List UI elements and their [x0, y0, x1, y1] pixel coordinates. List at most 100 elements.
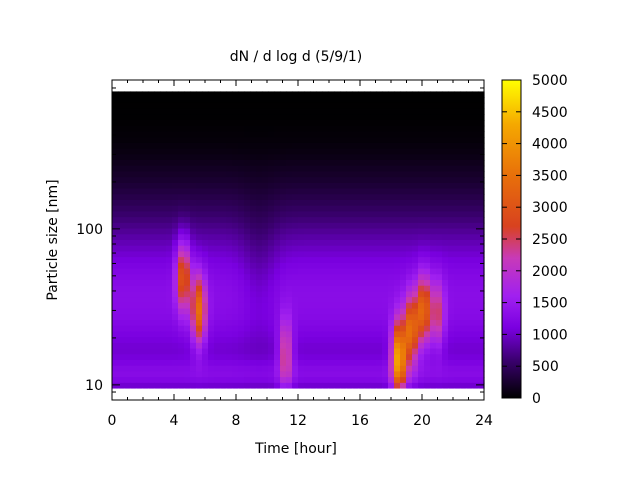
- heatmap-cell: [232, 165, 239, 173]
- heatmap-cell: [256, 142, 263, 150]
- heatmap-cell: [448, 382, 455, 390]
- heatmap-cell: [214, 365, 221, 373]
- heatmap-cell: [466, 314, 473, 321]
- heatmap-cell: [328, 388, 335, 395]
- heatmap-cell: [130, 251, 137, 258]
- heatmap-cell: [286, 245, 293, 253]
- heatmap-cell: [454, 125, 461, 133]
- heatmap-cell: [394, 388, 401, 395]
- heatmap-cell: [130, 325, 137, 333]
- heatmap-cell: [112, 137, 119, 144]
- heatmap-cell: [322, 377, 329, 384]
- heatmap-cell: [430, 177, 437, 184]
- heatmap-cell: [346, 97, 353, 104]
- heatmap-cell: [382, 137, 389, 144]
- heatmap-cell: [412, 320, 419, 327]
- heatmap-cell: [322, 137, 329, 144]
- heatmap-cell: [310, 342, 317, 350]
- heatmap-cell: [208, 325, 215, 333]
- heatmap-cell: [364, 285, 371, 293]
- heatmap-cell: [406, 194, 413, 201]
- heatmap-cell: [394, 297, 401, 304]
- heatmap-cell: [280, 360, 287, 367]
- heatmap-cell: [286, 142, 293, 150]
- heatmap-cell: [244, 154, 251, 161]
- heatmap-cell: [400, 348, 407, 355]
- heatmap-cell: [286, 177, 293, 184]
- heatmap-cell: [328, 217, 335, 224]
- heatmap-cell: [448, 268, 455, 275]
- heatmap-cell: [256, 177, 263, 184]
- heatmap-cell: [298, 342, 305, 350]
- heatmap-cell: [406, 274, 413, 281]
- heatmap-cell: [112, 320, 119, 327]
- heatmap-cell: [136, 291, 143, 298]
- heatmap-cell: [316, 382, 323, 390]
- heatmap-cell: [232, 308, 239, 315]
- heatmap-cell: [220, 240, 227, 247]
- heatmap-cell: [244, 274, 251, 281]
- heatmap-cell: [280, 165, 287, 173]
- heatmap-cell: [466, 188, 473, 195]
- heatmap-cell: [436, 188, 443, 195]
- heatmap-cell: [274, 257, 281, 264]
- heatmap-cell: [400, 320, 407, 327]
- heatmap-cell: [208, 177, 215, 184]
- heatmap-cell: [226, 285, 233, 293]
- heatmap-cell: [202, 182, 209, 190]
- heatmap-cell: [442, 320, 449, 327]
- heatmap-cell: [394, 285, 401, 293]
- heatmap-cell: [310, 222, 317, 230]
- heatmap-cell: [388, 217, 395, 224]
- heatmap-cell: [208, 360, 215, 367]
- heatmap-cell: [322, 291, 329, 298]
- heatmap-cell: [178, 108, 185, 115]
- heatmap-cell: [352, 108, 359, 115]
- heatmap-cell: [454, 394, 461, 401]
- heatmap-cell: [472, 154, 479, 161]
- heatmap-cell: [388, 262, 395, 270]
- heatmap-cell: [166, 354, 173, 361]
- heatmap-cell: [280, 257, 287, 264]
- heatmap-cell: [436, 160, 443, 167]
- heatmap-cell: [190, 360, 197, 367]
- heatmap-cell: [406, 177, 413, 184]
- heatmap-cell: [460, 85, 467, 93]
- heatmap-cell: [304, 160, 311, 167]
- heatmap-cell: [460, 342, 467, 350]
- colorbar-tick-label: 500: [532, 359, 559, 375]
- heatmap-cell: [352, 291, 359, 298]
- heatmap-cell: [304, 337, 311, 344]
- heatmap-cell: [232, 228, 239, 235]
- heatmap-cell: [280, 234, 287, 241]
- heatmap-cell: [322, 200, 329, 207]
- heatmap-cell: [244, 302, 251, 310]
- heatmap-cell: [112, 354, 119, 361]
- heatmap-cell: [472, 108, 479, 115]
- heatmap-cell: [394, 274, 401, 281]
- heatmap-cell: [178, 148, 185, 155]
- heatmap-cell: [268, 251, 275, 258]
- heatmap-cell: [418, 302, 425, 310]
- heatmap-cell: [190, 280, 197, 287]
- heatmap-cell: [364, 125, 371, 133]
- heatmap-cell: [466, 302, 473, 310]
- heatmap-cell: [352, 394, 359, 401]
- heatmap-cell: [352, 234, 359, 241]
- heatmap-cell: [154, 262, 161, 270]
- heatmap-cell: [370, 165, 377, 173]
- heatmap-cell: [202, 148, 209, 155]
- heatmap-cell: [196, 297, 203, 304]
- heatmap-cell: [358, 371, 365, 378]
- heatmap-cell: [262, 211, 269, 218]
- heatmap-cell: [232, 245, 239, 253]
- heatmap-cell: [316, 325, 323, 333]
- heatmap-cell: [394, 171, 401, 178]
- heatmap-cell: [382, 125, 389, 133]
- heatmap-cell: [196, 331, 203, 338]
- heatmap-cell: [280, 182, 287, 190]
- heatmap-cell: [436, 245, 443, 253]
- heatmap-cell: [112, 171, 119, 178]
- heatmap-cell: [250, 240, 257, 247]
- heatmap-cell: [136, 188, 143, 195]
